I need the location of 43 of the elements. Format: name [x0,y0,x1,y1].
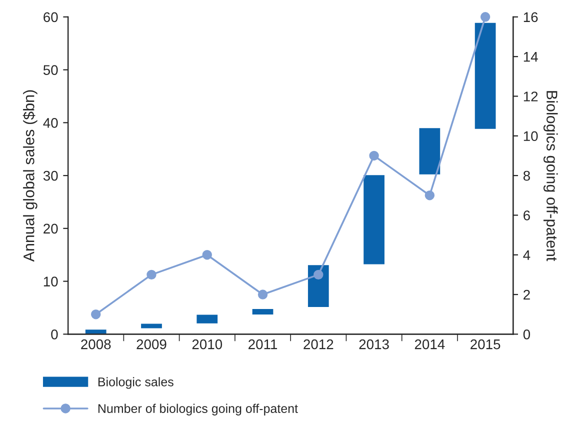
y2-tick-label: 14 [524,52,538,62]
y2-tick-label: 0 [523,330,530,340]
y2-tick-label: 16 [524,12,538,22]
bar [473,22,498,130]
bar [418,126,442,176]
legend-label: Number of biologics going off-patent [98,404,298,416]
y2-tick-label: 8 [523,170,530,181]
y-tick-label: 40 [43,118,58,128]
point [480,12,490,22]
x-tick-label: 2015 [470,339,500,350]
y2-tick-label: 10 [524,131,538,142]
y-axis-title: Annual global sales ($bn) [22,90,38,262]
x-tick-label: 2013 [359,339,389,350]
point [202,250,212,260]
bar [362,174,386,266]
y2-tick-label: 12 [524,92,538,102]
y-tick-label: 60 [44,12,58,22]
y-tick-label: 10 [44,276,58,286]
point [90,309,101,320]
bar [195,313,219,325]
y2-tick-label: 4 [523,250,530,260]
y2-axis-title: Biologics going off-patent [544,91,558,262]
y-tick-label: 50 [43,65,58,75]
x-tick-label: 2009 [136,339,166,350]
y-tick-label: 30 [43,170,58,181]
bar [140,322,164,330]
x-tick-label: 2010 [192,339,222,350]
x-tick-label: 2008 [81,339,111,350]
y-tick-label: 0 [51,330,58,340]
y2-tick-label: 6 [524,210,530,220]
x-tick-label: 2012 [304,339,334,350]
x-tick-label: 2011 [248,339,278,350]
point [146,270,156,280]
x-tick-label: 2014 [414,339,445,350]
y-tick-label: 20 [44,224,58,234]
point [258,290,268,300]
point [314,270,324,280]
legend-label: Biologic sales [98,377,174,389]
point [369,150,379,161]
bar [84,328,108,334]
y2-tick-label: 2 [524,290,530,300]
bar [250,308,275,316]
point [424,190,435,200]
